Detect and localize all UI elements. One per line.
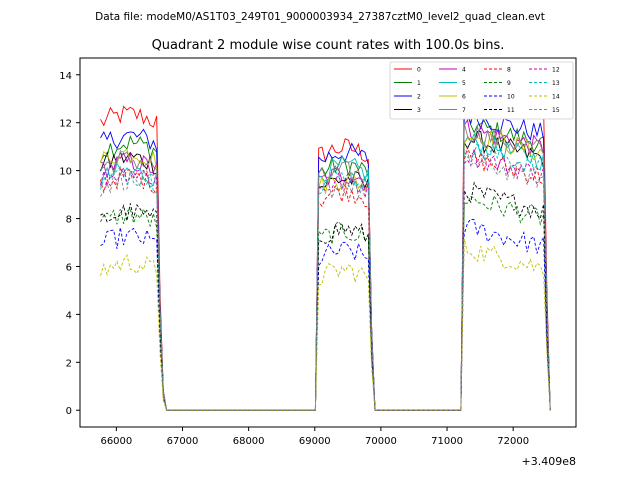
series-line-11 [100,181,551,411]
y-tick-label: 14 [59,71,72,82]
legend-label-10: 10 [507,94,515,101]
legend-label-9: 9 [507,80,511,87]
series-line-8 [100,145,551,411]
legend-label-11: 11 [507,107,515,114]
y-tick-label: 4 [66,310,72,321]
x-tick-label: 69000 [299,436,331,447]
plot-area [79,57,577,428]
x-tick-label: 68000 [233,436,265,447]
legend-label-2: 2 [417,94,421,101]
legend-label-12: 12 [552,67,560,74]
legend-label-7: 7 [462,107,466,114]
legend-box [389,61,574,120]
legend-label-8: 8 [507,67,511,74]
y-tick-label: 6 [66,262,72,273]
x-tick-label: 72000 [497,436,529,447]
x-tick-label: 70000 [365,436,397,447]
legend-label-4: 4 [462,67,466,74]
legend-label-3: 3 [417,107,421,114]
legend-label-13: 13 [552,80,560,87]
series-line-10 [100,218,551,411]
x-tick-label: 71000 [431,436,463,447]
legend-label-15: 15 [552,107,560,114]
y-tick-label: 8 [66,215,72,226]
x-tick-label: 67000 [167,436,199,447]
legend-label-14: 14 [552,94,560,101]
y-tick-label: 10 [59,167,72,178]
series-line-15 [100,148,551,411]
series-line-12 [100,148,551,411]
figure-suptitle: Data file: modeM0/AS1T03_249T01_90000039… [95,11,545,23]
y-axis: 0 2 4 6 8 10 12 14 [59,71,80,417]
axes-frame [79,57,577,428]
x-axis: 66000 67000 68000 69000 70000 71000 72000 [100,427,529,447]
x-offset-label: +3.409e8 [522,455,576,468]
legend-label-5: 5 [462,80,466,87]
legend-label-1: 1 [417,80,421,87]
y-tick-label: 12 [59,119,72,130]
legend-label-0: 0 [417,67,421,74]
x-tick-label: 66000 [100,436,132,447]
series-line-13 [100,140,551,411]
chart-title: Quadrant 2 module wise count rates with … [152,38,505,53]
y-tick-label: 2 [66,358,72,369]
y-tick-label: 0 [66,406,72,417]
legend-label-6: 6 [462,94,466,101]
